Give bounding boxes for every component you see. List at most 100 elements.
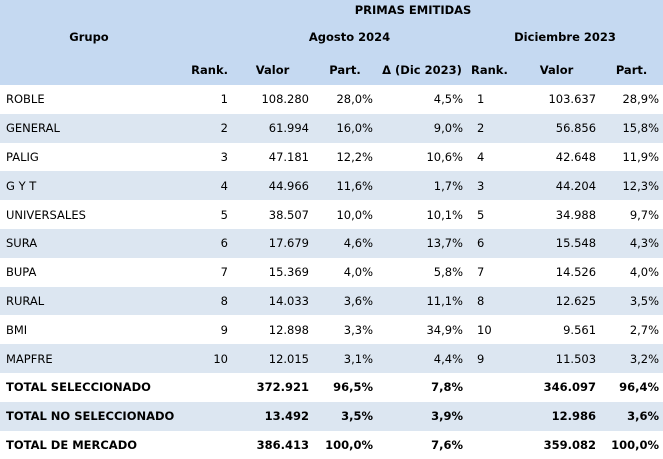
total-delta: 7,6%: [377, 430, 467, 459]
part-cell: 10,0%: [313, 200, 377, 229]
total-valor-prev: 346.097: [513, 372, 601, 402]
part-prev-cell: 3,5%: [600, 286, 663, 316]
valor-prev-cell: 14.526: [513, 257, 601, 287]
part-prev-header: Part.: [600, 55, 663, 85]
valor-cell: 47.181: [232, 142, 313, 172]
grupo-cell: SURA: [0, 228, 178, 258]
grupo-cell: GENERAL: [0, 113, 178, 143]
part-cell: 28,0%: [313, 85, 377, 114]
rank-prev-cell: 7: [467, 257, 514, 287]
delta-cell: 9,0%: [377, 113, 467, 143]
grupo-cell: PALIG: [0, 142, 178, 172]
total-valor: 386.413: [232, 430, 313, 459]
valor-prev-cell: 12.625: [513, 286, 601, 316]
grupo-cell: BUPA: [0, 257, 178, 287]
table-row: G Y T 4 44.966 11,6% 1,7% 3 44.204 12,3%: [0, 171, 663, 201]
part-prev-cell: 3,2%: [600, 344, 663, 373]
delta-cell: 13,7%: [377, 228, 467, 258]
rank-cell: 2: [178, 113, 232, 143]
rank-prev-cell: 5: [467, 200, 514, 229]
period-current-header: Agosto 2024: [232, 19, 467, 55]
valor-cell: 44.966: [232, 171, 313, 201]
grupo-header: Grupo: [0, 19, 178, 55]
valor-prev-cell: 9.561: [513, 315, 601, 345]
rank-prev-cell: 6: [467, 228, 514, 258]
rank-cell: 3: [178, 142, 232, 172]
rank-cell: 4: [178, 171, 232, 201]
part-prev-cell: 15,8%: [600, 113, 663, 143]
table-row: ROBLE 1 108.280 28,0% 4,5% 1 103.637 28,…: [0, 85, 663, 114]
rank-cell: 6: [178, 228, 232, 258]
rank-header: Rank.: [178, 55, 232, 85]
rank-cell: 9: [178, 315, 232, 345]
total-part: 96,5%: [313, 372, 377, 402]
total-label: TOTAL SELECCIONADO: [0, 372, 178, 402]
super-title: PRIMAS EMITIDAS: [313, 0, 514, 19]
table-row: PALIG 3 47.181 12,2% 10,6% 4 42.648 11,9…: [0, 142, 663, 172]
rank-prev-cell: 8: [467, 286, 514, 316]
part-header: Part.: [313, 55, 377, 85]
part-cell: 4,0%: [313, 257, 377, 287]
total-valor-prev: 12.986: [513, 401, 601, 431]
table-row: UNIVERSALES 5 38.507 10,0% 10,1% 5 34.98…: [0, 200, 663, 229]
delta-cell: 10,1%: [377, 200, 467, 229]
rank-prev-cell: 2: [467, 113, 514, 143]
valor-prev-cell: 56.856: [513, 113, 601, 143]
valor-cell: 38.507: [232, 200, 313, 229]
part-cell: 12,2%: [313, 142, 377, 172]
rank-prev-cell: 4: [467, 142, 514, 172]
valor-prev-cell: 34.988: [513, 200, 601, 229]
grupo-cell: ROBLE: [0, 85, 178, 114]
delta-cell: 4,4%: [377, 344, 467, 373]
table-row: GENERAL 2 61.994 16,0% 9,0% 2 56.856 15,…: [0, 113, 663, 143]
valor-prev-cell: 103.637: [513, 85, 601, 114]
rank-cell: 8: [178, 286, 232, 316]
total-delta: 3,9%: [377, 401, 467, 431]
delta-cell: 11,1%: [377, 286, 467, 316]
grupo-cell: UNIVERSALES: [0, 200, 178, 229]
valor-cell: 61.994: [232, 113, 313, 143]
part-prev-cell: 4,0%: [600, 257, 663, 287]
rank-prev-cell: 9: [467, 344, 514, 373]
valor-prev-header: Valor: [513, 55, 601, 85]
period-previous-header: Diciembre 2023: [467, 19, 663, 55]
valor-cell: 12.015: [232, 344, 313, 373]
valor-prev-cell: 15.548: [513, 228, 601, 258]
valor-prev-cell: 11.503: [513, 344, 601, 373]
valor-prev-cell: 42.648: [513, 142, 601, 172]
part-prev-cell: 4,3%: [600, 228, 663, 258]
part-cell: 11,6%: [313, 171, 377, 201]
part-cell: 4,6%: [313, 228, 377, 258]
valor-cell: 12.898: [232, 315, 313, 345]
part-cell: 3,6%: [313, 286, 377, 316]
total-row-not-selected: TOTAL NO SELECCIONADO 13.492 3,5% 3,9% 1…: [0, 401, 663, 431]
delta-header: Δ (Dic 2023): [377, 55, 467, 85]
part-cell: 3,3%: [313, 315, 377, 345]
table-row: SURA 6 17.679 4,6% 13,7% 6 15.548 4,3%: [0, 228, 663, 258]
total-part: 100,0%: [313, 430, 377, 459]
part-prev-cell: 11,9%: [600, 142, 663, 172]
total-row-selected: TOTAL SELECCIONADO 372.921 96,5% 7,8% 34…: [0, 372, 663, 402]
part-prev-cell: 28,9%: [600, 85, 663, 114]
total-part-prev: 96,4%: [600, 372, 663, 402]
total-valor-prev: 359.082: [513, 430, 601, 459]
total-part-prev: 3,6%: [600, 401, 663, 431]
valor-cell: 108.280: [232, 85, 313, 114]
grupo-cell: BMI: [0, 315, 178, 345]
grupo-cell: RURAL: [0, 286, 178, 316]
part-prev-cell: 12,3%: [600, 171, 663, 201]
total-valor: 372.921: [232, 372, 313, 402]
part-cell: 16,0%: [313, 113, 377, 143]
total-part: 3,5%: [313, 401, 377, 431]
delta-cell: 10,6%: [377, 142, 467, 172]
table-row: BMI 9 12.898 3,3% 34,9% 10 9.561 2,7%: [0, 315, 663, 345]
table-row: RURAL 8 14.033 3,6% 11,1% 8 12.625 3,5%: [0, 286, 663, 316]
delta-cell: 34,9%: [377, 315, 467, 345]
delta-cell: 1,7%: [377, 171, 467, 201]
table-header: PRIMAS EMITIDAS Grupo Agosto 2024 Diciem…: [0, 0, 663, 85]
total-label: TOTAL NO SELECCIONADO: [0, 401, 178, 431]
valor-cell: 14.033: [232, 286, 313, 316]
total-part-prev: 100,0%: [600, 430, 663, 459]
part-cell: 3,1%: [313, 344, 377, 373]
